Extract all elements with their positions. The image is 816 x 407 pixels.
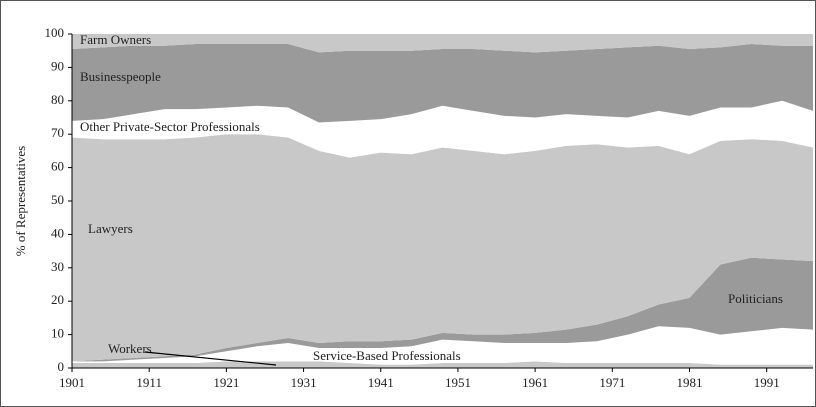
area: [72, 44, 813, 123]
y-tick-label: 80: [51, 92, 64, 107]
x-tick-label: 1941: [368, 375, 394, 390]
area: [72, 34, 813, 53]
x-tick-label: 1901: [59, 375, 85, 390]
area: [72, 326, 813, 365]
leader-line: [144, 351, 277, 366]
x-tick-label: 1921: [213, 375, 239, 390]
area: [72, 100, 813, 158]
y-tick-label: 0: [58, 359, 65, 374]
y-tick-label: 20: [51, 292, 64, 307]
y-tick-label: 100: [45, 25, 65, 40]
y-axis-label: % of Representatives: [13, 146, 28, 256]
area: [72, 257, 813, 362]
x-tick-label: 1911: [136, 375, 162, 390]
y-tick-label: 90: [51, 58, 64, 73]
x-tick-label: 1981: [677, 375, 703, 390]
series-label: Service-Based Professionals: [313, 348, 461, 363]
series-label: Farm Owners: [80, 32, 151, 47]
y-tick-label: 60: [51, 159, 64, 174]
x-tick-label: 1951: [445, 375, 471, 390]
series-label: Politicians: [728, 291, 783, 306]
x-tick-label: 1931: [291, 375, 317, 390]
x-tick-label: 1971: [599, 375, 625, 390]
series-label: Lawyers: [88, 221, 133, 236]
x-tick-label: 1991: [754, 375, 780, 390]
y-tick-label: 40: [51, 225, 64, 240]
y-tick-label: 70: [51, 125, 64, 140]
y-tick-label: 10: [51, 326, 64, 341]
y-tick-label: 30: [51, 259, 64, 274]
area: [72, 134, 813, 362]
series-label: Workers: [108, 341, 152, 356]
series-label: Other Private-Sector Professionals: [80, 119, 260, 134]
series-label: Businesspeople: [80, 69, 161, 84]
y-tick-label: 50: [51, 192, 64, 207]
x-tick-label: 1961: [522, 375, 548, 390]
